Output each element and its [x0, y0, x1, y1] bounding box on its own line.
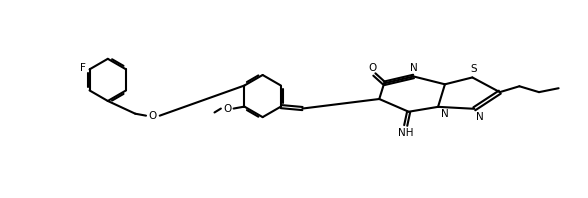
- Text: NH: NH: [398, 128, 413, 138]
- Text: S: S: [470, 64, 477, 73]
- Text: F: F: [80, 63, 86, 73]
- Text: N: N: [441, 109, 449, 119]
- Text: O: O: [223, 104, 231, 114]
- Text: N: N: [476, 112, 484, 122]
- Text: N: N: [410, 63, 417, 72]
- Text: O: O: [149, 111, 157, 121]
- Text: O: O: [368, 63, 376, 72]
